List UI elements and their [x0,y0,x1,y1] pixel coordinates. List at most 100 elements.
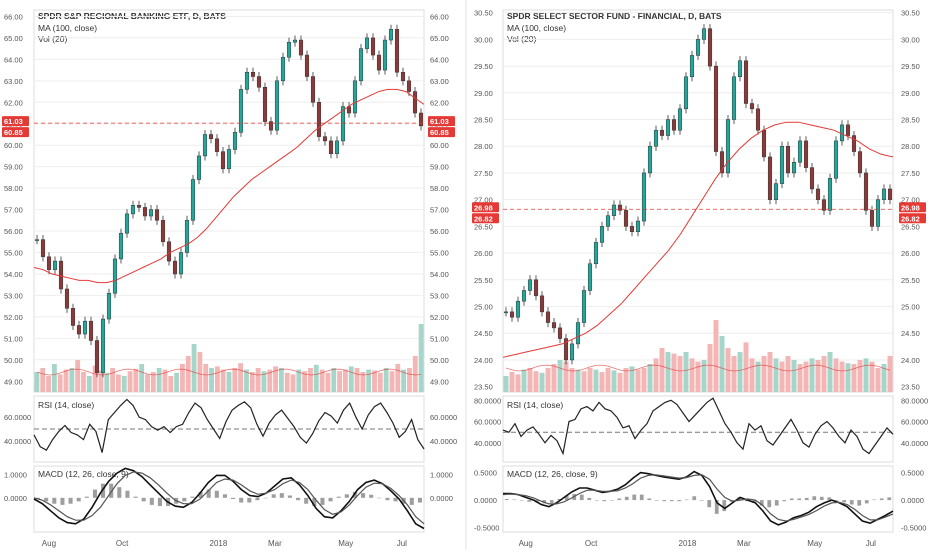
macd-histogram-bar [320,497,325,505]
rsi-tick: 40.0000 [901,439,928,448]
macd-histogram-bar [797,498,802,501]
price-label-badge [899,202,926,213]
volume-bar [773,358,779,392]
candle-body [527,279,533,291]
price-tick-right: 23.50 [901,383,920,392]
volume-bar [659,348,665,392]
volume-bar [611,370,617,392]
chart-title: SPDR SELECT SECTOR FUND - FINANCIAL, D, … [507,11,722,21]
volume-bar [226,372,232,392]
volume-bar [647,364,653,392]
x-axis-label: Oct [116,539,129,548]
volume-bar [145,374,150,392]
price-tick-left: 65.00 [4,34,23,43]
volume-bar [313,364,319,392]
candle-body [418,112,424,127]
volume-ma-line [36,368,422,376]
volume-bar [209,368,214,392]
price-tick-right: 63.00 [430,77,449,86]
x-axis-label: 2018 [679,539,697,548]
volume-bar [104,372,110,392]
candle-body [244,71,250,90]
price-tick-left: 63.00 [4,77,23,86]
candle-body [166,241,172,262]
candle-body [220,151,226,170]
macd-histogram-bar [849,500,854,505]
macd-histogram-bar [699,500,704,501]
price-tick-left: 28.50 [474,116,493,125]
macd-histogram-bar [312,497,317,507]
candle-body [587,263,593,291]
macd-histogram-bar [527,500,532,502]
candle-body [623,210,629,227]
price-label-text: 60.85 [4,128,23,137]
candle-body [803,140,809,168]
volume-bar [521,369,527,392]
x-axis-label: May [807,539,822,548]
macd-histogram-bar [782,500,787,502]
rsi-tick-left: 60.0000 [474,418,501,427]
macd-histogram-bar [662,500,667,502]
candle-body [406,80,412,92]
moving-average-line [502,121,894,358]
price-label-badge [472,202,499,213]
candle-body [833,140,839,179]
candle-body [545,311,551,323]
financial-sector-chart[interactable]: SPDR SELECT SECTOR FUND - FINANCIAL, D, … [472,9,928,548]
candle-body [52,260,58,270]
macd-tick-left: -0.5000 [474,524,499,533]
macd-histogram-bar [101,483,106,498]
rsi-label: RSI (14, close) [507,400,563,410]
candle-body [869,210,875,227]
price-tick-right: 52.00 [430,313,449,322]
price-tick-left: 28.00 [474,142,493,151]
price-label-badge [428,116,455,127]
macd-histogram-bar [647,498,652,501]
volume-bar [139,364,145,392]
candle-body [280,56,286,82]
price-tick-right: 25.00 [901,303,920,312]
macd-histogram-bar [369,494,374,498]
macd-tick: 0.0000 [430,494,453,503]
price-label-badge [2,116,29,127]
candle-body [659,129,665,136]
volume-bar [509,372,515,392]
candle-body [767,156,773,200]
volume-bar [203,364,209,392]
price-tick-left: 27.00 [474,196,493,205]
candle-body [250,71,256,77]
legend-vol: Vol (20) [38,34,67,44]
rsi-line [33,398,425,453]
price-tick-right: 49.00 [430,377,449,386]
regional-banking-chart[interactable]: SPDR S&P REGIONAL BANKING ETF, D, BATS M… [2,9,457,548]
candle-body [557,327,563,339]
candle-body [124,213,130,234]
candle-body [58,260,64,290]
volume-bar [833,358,839,392]
candle-body [100,318,106,373]
macd-histogram-bar [819,496,824,501]
candle-body [707,28,713,67]
macd-histogram-bar [744,500,749,502]
price-tick-left: 51.00 [4,334,23,343]
macd-histogram-bar [336,496,341,498]
candle-body [412,91,418,114]
rsi-tick-left: 40.0000 [4,437,31,446]
candle-body [779,145,785,184]
volume-bar [653,358,659,392]
candle-body [503,311,509,314]
candle-body [184,220,190,253]
candle-body [815,188,821,200]
candle-body [737,60,743,78]
macd-tick-left: 0.5000 [474,469,497,478]
candle-body [154,209,160,221]
price-tick-right: 25.50 [901,276,920,285]
volume-bar [827,352,833,392]
macd-histogram-bar [594,500,599,501]
candle-body [82,320,88,335]
macd-histogram-bar [279,493,284,498]
macd-tick: 0.0000 [901,496,924,505]
volume-bar [515,374,521,392]
macd-histogram-bar [385,497,390,501]
candle-body [298,39,304,56]
